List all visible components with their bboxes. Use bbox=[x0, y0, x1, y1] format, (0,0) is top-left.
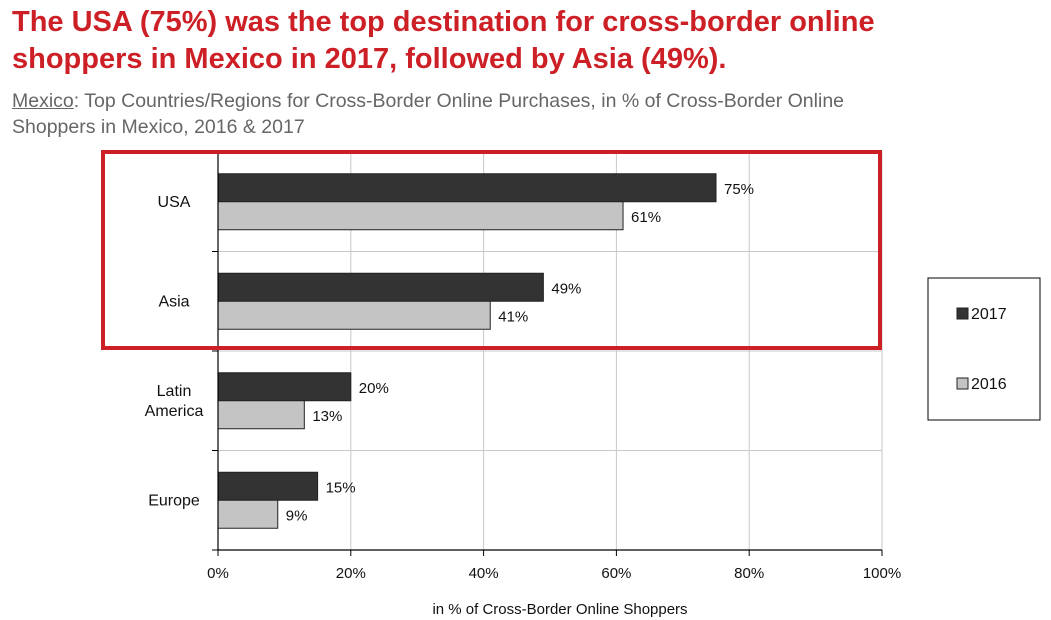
bar-2017-europe bbox=[217, 471, 319, 501]
data-label: 41% bbox=[498, 308, 528, 325]
data-label: 15% bbox=[326, 479, 356, 496]
x-tick-label: 40% bbox=[469, 565, 499, 582]
category-label-line: Latin bbox=[157, 383, 192, 400]
x-tick-label: 100% bbox=[863, 565, 901, 582]
chart-labels: 0% 20% 40% 60% 80% 100% 75% 61% USA 49% 41% Asia 20%… bbox=[145, 181, 902, 582]
data-label: 20% bbox=[359, 380, 389, 397]
data-label: 61% bbox=[631, 209, 661, 226]
highlight-box-group bbox=[101, 150, 882, 350]
bar-2016-latin-america bbox=[217, 400, 305, 430]
legend-box bbox=[927, 277, 1041, 421]
x-tick-label: 80% bbox=[734, 565, 764, 582]
category-label: USA bbox=[158, 194, 191, 211]
chart-bars bbox=[217, 173, 717, 529]
subtitle-line-2: Shoppers in Mexico, 2016 & 2017 bbox=[12, 116, 305, 138]
subtitle-country: Mexico bbox=[12, 90, 74, 112]
category-label-line: USA bbox=[158, 194, 191, 211]
x-tick-label: 20% bbox=[336, 565, 366, 582]
x-tick-label: 0% bbox=[207, 565, 229, 582]
chart-legend: 2017 2016 bbox=[927, 277, 1041, 421]
chart-subtitle: Mexico: Top Countries/Regions for Cross-… bbox=[12, 88, 1042, 140]
x-axis-title: in % of Cross-Border Online Shoppers bbox=[432, 601, 687, 618]
data-label: 13% bbox=[312, 408, 342, 425]
category-label: Latin America bbox=[145, 383, 204, 420]
category-label-line: Asia bbox=[158, 293, 189, 310]
x-tick-label: 60% bbox=[601, 565, 631, 582]
bar-2017-asia bbox=[217, 272, 544, 302]
data-label: 75% bbox=[724, 181, 754, 198]
legend-label-2017: 2017 bbox=[971, 306, 1007, 323]
data-label: 9% bbox=[286, 507, 308, 524]
headline-line-1: The USA (75%) was the top destination fo… bbox=[12, 6, 875, 38]
bar-2016-usa bbox=[217, 201, 624, 231]
headline-line-2: shoppers in Mexico in 2017, followed by … bbox=[12, 43, 727, 75]
category-label: Asia bbox=[158, 293, 189, 310]
bar-2017-latin-america bbox=[217, 372, 352, 402]
bar-2016-europe bbox=[217, 499, 279, 529]
highlight-box bbox=[101, 150, 882, 350]
legend-swatch-2017 bbox=[956, 307, 969, 320]
data-label: 49% bbox=[551, 280, 581, 297]
category-label: Europe bbox=[148, 492, 200, 509]
headline: The USA (75%) was the top destination fo… bbox=[12, 4, 1042, 78]
category-label-line: Europe bbox=[148, 492, 200, 509]
subtitle-line-1-rest: : Top Countries/Regions for Cross-Border… bbox=[73, 90, 845, 112]
category-label-line: America bbox=[145, 403, 204, 420]
bar-2016-asia bbox=[217, 300, 491, 330]
bar-2017-usa bbox=[217, 173, 717, 203]
subtitle-line-1: Mexico: Top Countries/Regions for Cross-… bbox=[12, 88, 1042, 114]
legend-swatch-2016 bbox=[956, 377, 969, 390]
legend-label-2016: 2016 bbox=[971, 376, 1007, 393]
